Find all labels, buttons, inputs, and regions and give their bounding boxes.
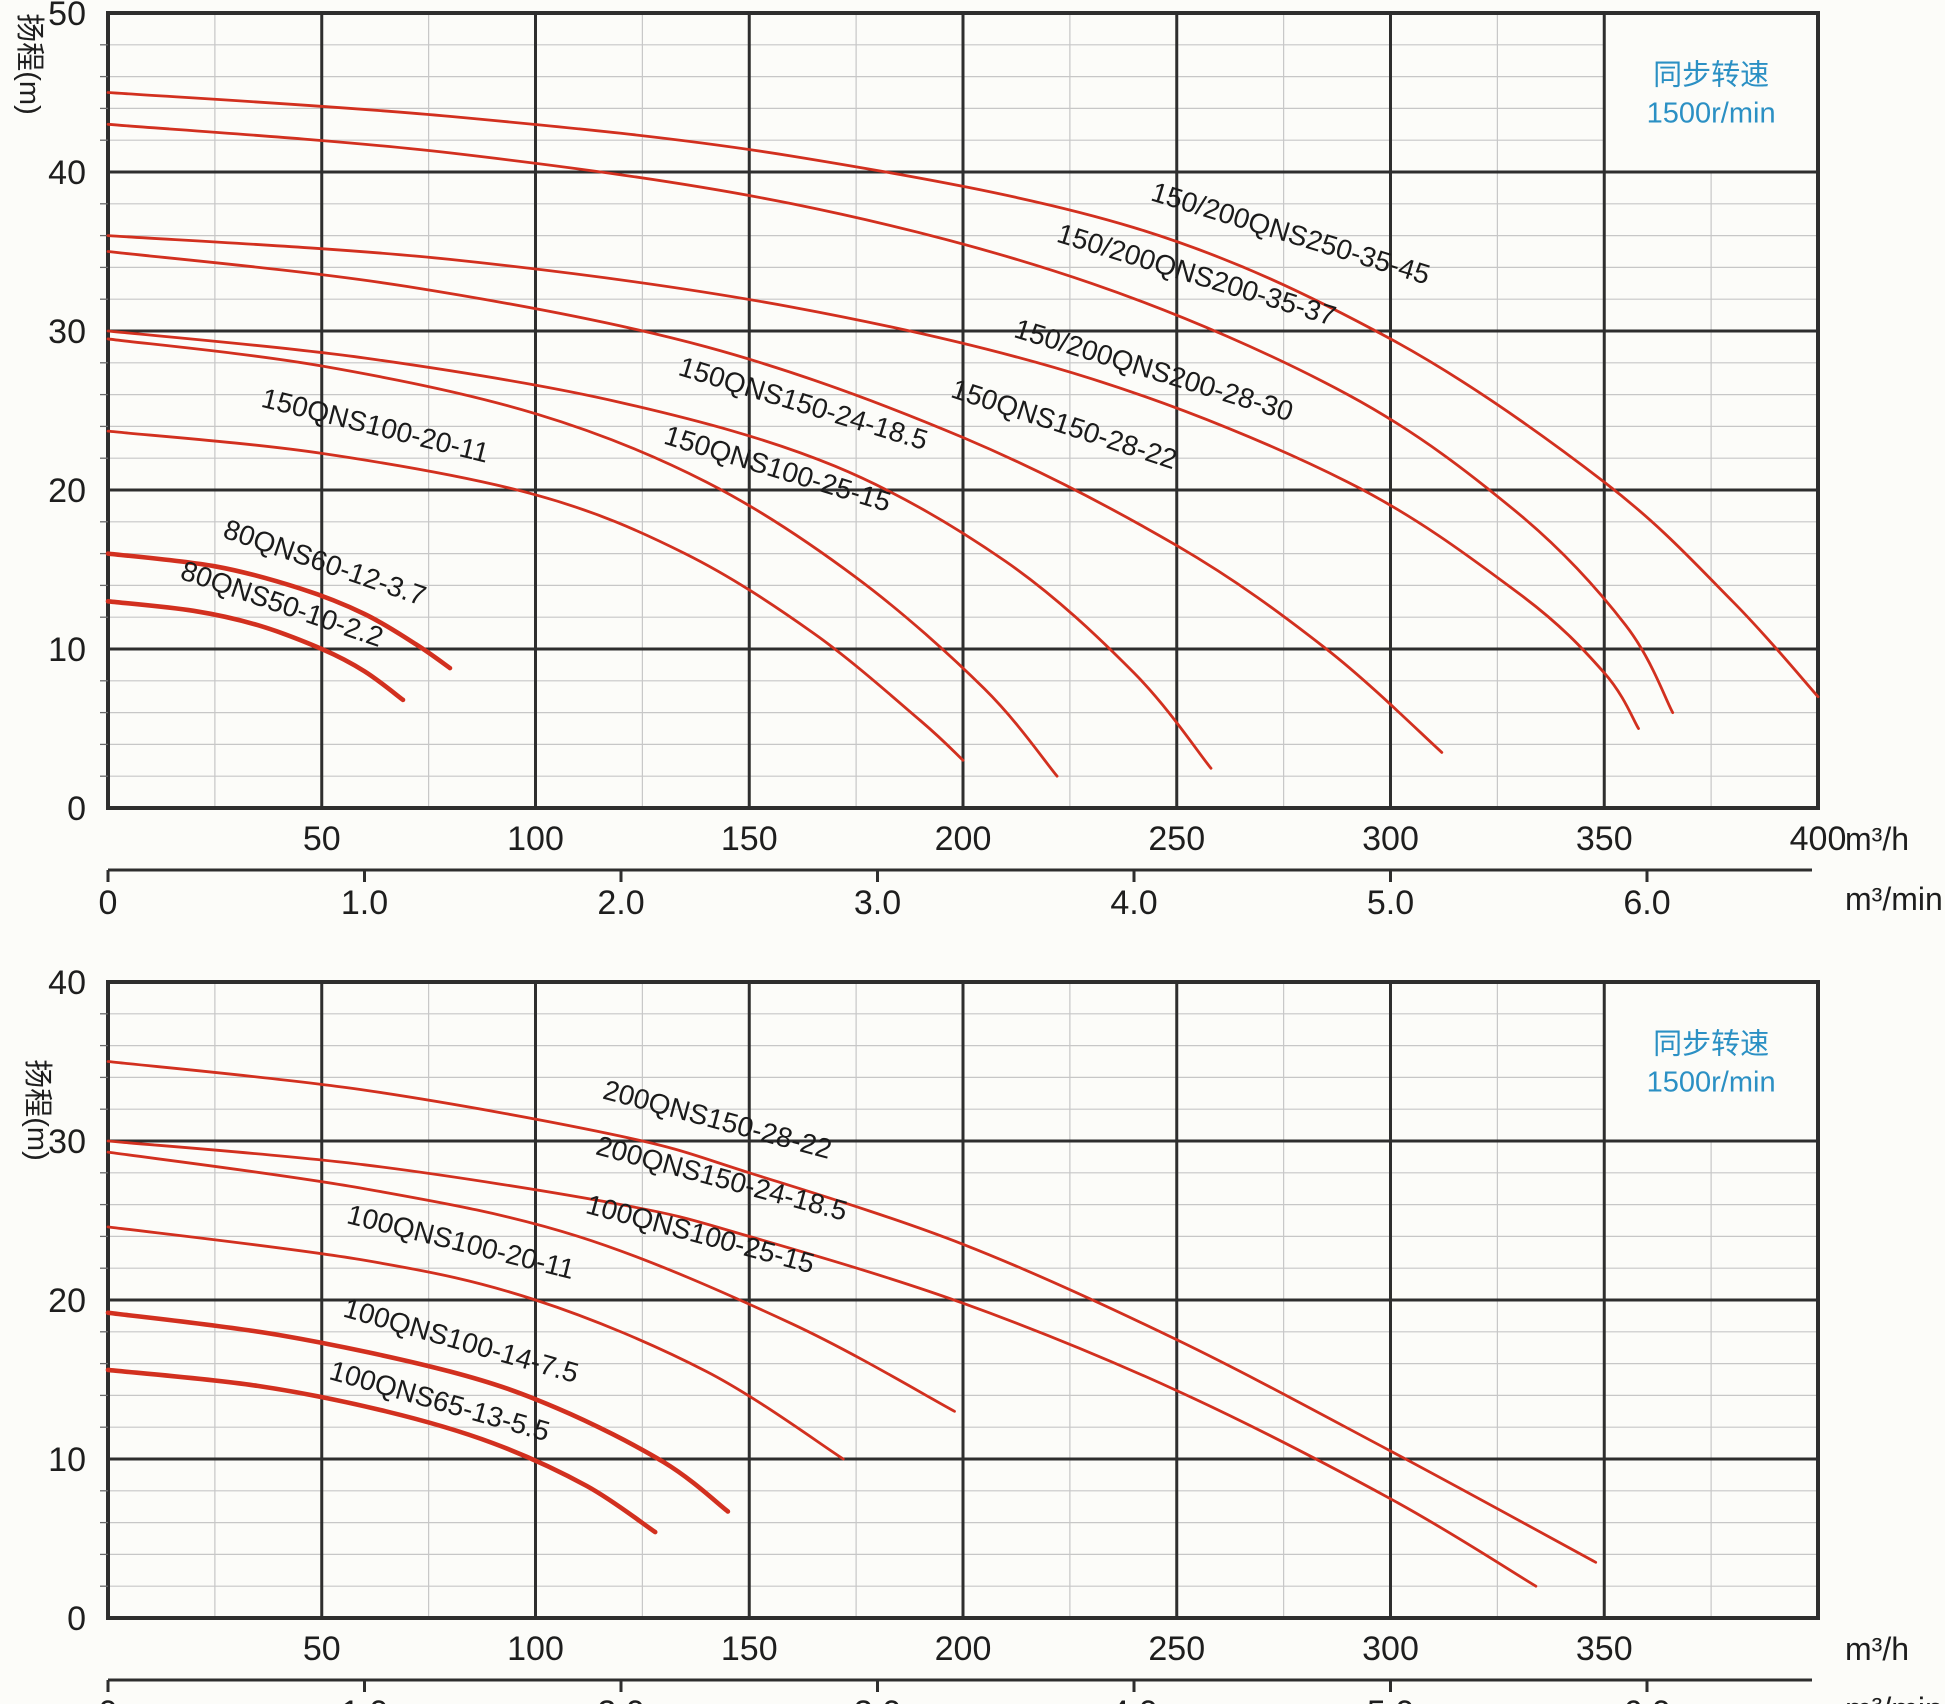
x-tick-label: 350	[1576, 1630, 1633, 1668]
curve-label: 100QNS100-20-11	[344, 1199, 578, 1285]
x-tick-label: 100	[507, 820, 564, 858]
x2-tick-label: 6.0	[1623, 884, 1670, 922]
flow-unit-m3min: m³/min	[1845, 1691, 1943, 1704]
x2-tick-label: 2.0	[597, 1694, 644, 1704]
curve-80QNS60-12-3.7	[105, 551, 453, 671]
x-tick-label: 150	[721, 820, 778, 858]
y-tick-label: 10	[48, 1441, 86, 1479]
x-tick-label: 100	[507, 1630, 564, 1668]
curve-150/200QNS250-35-45	[106, 91, 1820, 699]
sync-speed-note-line2: 1500r/min	[1647, 1067, 1776, 1099]
curve-label: 150QNS100-20-11	[259, 382, 493, 468]
head-axis-label: 扬程(m)	[13, 13, 46, 114]
x2-tick-label: 0	[99, 1694, 118, 1704]
x2-tick-label: 0	[99, 884, 118, 922]
x-tick-label: 250	[1148, 820, 1205, 858]
curve-150QNS100-20-11	[106, 429, 965, 762]
x2-tick-label: 2.0	[597, 884, 644, 922]
sync-note-cell	[1604, 982, 1818, 1141]
y-tick-label: 20	[48, 1282, 86, 1320]
curves	[105, 91, 1820, 778]
y-tick-label: 30	[48, 313, 86, 351]
x-tick-label: 50	[303, 1630, 341, 1668]
x2-tick-label: 1.0	[341, 884, 388, 922]
x2-tick-label: 1.0	[341, 1694, 388, 1704]
y-tick-label: 40	[48, 964, 86, 1002]
x-tick-label: 300	[1362, 1630, 1419, 1668]
curve-150/200QNS200-28-30	[106, 234, 1640, 730]
major-grid	[108, 13, 1818, 808]
sync-speed-note-line2: 1500r/min	[1647, 98, 1776, 130]
x-tick-label: 400	[1790, 820, 1847, 858]
major-grid	[108, 982, 1818, 1618]
flow-unit-m3min: m³/min	[1845, 881, 1943, 917]
x-tick-label: 150	[721, 1630, 778, 1668]
y-tick-label: 0	[67, 1600, 86, 1638]
x2-tick-label: 6.0	[1623, 1694, 1670, 1704]
x-tick-label: 200	[935, 1630, 992, 1668]
curve-80QNS50-10-2.2	[105, 599, 406, 703]
plot-frame	[106, 11, 1820, 810]
x-tick-label: 250	[1148, 1630, 1205, 1668]
head-axis-label: 扬程(m)	[21, 1059, 54, 1160]
curve-100QNS100-14-7.5	[105, 1310, 731, 1514]
curve-label: 150QNS150-28-22	[948, 373, 1181, 475]
x-tick-label: 300	[1362, 820, 1419, 858]
curve-150QNS150-24-18.5	[106, 329, 1213, 770]
x2-tick-label: 4.0	[1110, 1694, 1157, 1704]
y-minor-ticks	[100, 1013, 108, 1587]
y-tick-label: 30	[48, 1123, 86, 1161]
y-tick-label: 20	[48, 472, 86, 510]
y-tick-label: 10	[48, 631, 86, 669]
x2-tick-label: 3.0	[854, 1694, 901, 1704]
plot-frame	[106, 980, 1820, 1620]
curve-100QNS100-25-15	[106, 1150, 956, 1413]
curve-100QNS65-13-5.5	[105, 1367, 658, 1535]
curve-200QNS150-24-18.5	[106, 1139, 1538, 1588]
flow-unit-m3h: m³/h	[1845, 1631, 1909, 1667]
y-tick-label: 0	[67, 790, 86, 828]
sync-speed-note-line1: 同步转速	[1653, 1028, 1769, 1061]
curve-150QNS100-25-15	[106, 337, 1059, 778]
curves	[105, 1060, 1598, 1588]
y-tick-label: 40	[48, 154, 86, 192]
sync-speed-note-line1: 同步转速	[1653, 59, 1769, 92]
curve-100QNS100-20-11	[106, 1225, 845, 1461]
x2-tick-label: 5.0	[1367, 884, 1414, 922]
y-tick-label: 50	[48, 0, 86, 33]
x-tick-label: 350	[1576, 820, 1633, 858]
lower-chart: 0 10 20 30 40 50 100 150 200 250 300 350 m³/h 0 1.0 2.0…	[21, 964, 1943, 1704]
x-tick-label: 50	[303, 820, 341, 858]
sync-note-cell	[1604, 13, 1818, 172]
y-minor-ticks	[100, 44, 108, 777]
x2-tick-label: 5.0	[1367, 1694, 1414, 1704]
x-tick-label: 200	[935, 820, 992, 858]
curve-150/200QNS200-35-37	[106, 122, 1675, 714]
curve-200QNS150-28-22	[106, 1060, 1598, 1564]
x2-tick-label: 4.0	[1110, 884, 1157, 922]
flow-unit-m3h: m³/h	[1845, 821, 1909, 857]
x2-tick-label: 3.0	[854, 884, 901, 922]
curve-150QNS150-28-22	[106, 250, 1444, 754]
